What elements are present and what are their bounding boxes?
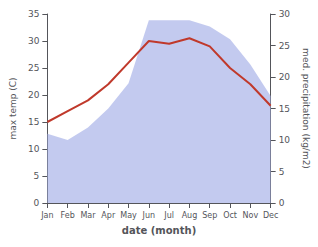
svg-text:Dec: Dec [263,211,278,220]
svg-text:Nov: Nov [243,211,259,220]
svg-text:Mar: Mar [80,211,96,220]
svg-text:5: 5 [279,167,285,177]
svg-text:med. precipitation (kg/m2): med. precipitation (kg/m2) [301,48,311,169]
svg-text:Apr: Apr [101,211,116,220]
svg-text:0: 0 [34,198,40,208]
svg-text:20: 20 [279,72,291,82]
svg-text:date (month): date (month) [122,225,196,236]
svg-text:May: May [120,211,137,220]
svg-text:35: 35 [28,9,39,19]
svg-text:5: 5 [34,171,40,181]
svg-text:Feb: Feb [61,211,75,220]
svg-text:Jan: Jan [40,211,53,220]
svg-text:0: 0 [279,198,285,208]
svg-text:15: 15 [28,117,39,127]
svg-text:Jul: Jul [163,211,174,220]
svg-text:30: 30 [28,36,40,46]
svg-text:Oct: Oct [223,211,237,220]
svg-text:Sep: Sep [202,211,217,220]
svg-text:25: 25 [279,41,290,51]
svg-text:30: 30 [279,9,291,19]
svg-text:max temp (C): max temp (C) [8,77,18,139]
svg-text:25: 25 [28,63,39,73]
svg-text:10: 10 [28,144,40,154]
svg-text:Aug: Aug [182,211,198,220]
svg-text:15: 15 [279,104,290,114]
svg-text:20: 20 [28,90,40,100]
svg-text:Jun: Jun [142,211,156,220]
svg-text:10: 10 [279,135,291,145]
